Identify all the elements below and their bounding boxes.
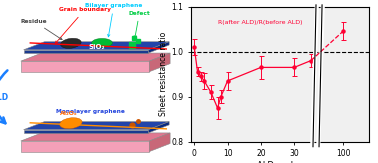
Polygon shape bbox=[23, 50, 148, 53]
Polygon shape bbox=[23, 122, 169, 130]
Text: Monolayer graphene: Monolayer graphene bbox=[56, 109, 125, 114]
Text: ALD: ALD bbox=[0, 93, 9, 102]
Polygon shape bbox=[149, 53, 170, 72]
Text: Bilayer graphene: Bilayer graphene bbox=[85, 3, 143, 37]
X-axis label: ALD cycles: ALD cycles bbox=[257, 161, 302, 163]
Polygon shape bbox=[23, 130, 148, 133]
Polygon shape bbox=[21, 133, 170, 141]
Polygon shape bbox=[21, 61, 149, 72]
Polygon shape bbox=[21, 53, 170, 61]
Ellipse shape bbox=[92, 38, 113, 47]
Polygon shape bbox=[148, 42, 169, 53]
Y-axis label: Sheet resistance ratio: Sheet resistance ratio bbox=[160, 32, 168, 116]
Polygon shape bbox=[21, 141, 149, 152]
Ellipse shape bbox=[60, 118, 82, 129]
Text: Al₂Oₓ: Al₂Oₓ bbox=[60, 111, 78, 116]
Text: Defect: Defect bbox=[129, 11, 150, 38]
Polygon shape bbox=[148, 122, 169, 133]
Text: R(after ALD)/R(before ALD): R(after ALD)/R(before ALD) bbox=[218, 20, 303, 25]
Text: SiO₂: SiO₂ bbox=[88, 44, 105, 50]
Ellipse shape bbox=[60, 38, 81, 48]
Polygon shape bbox=[149, 133, 170, 152]
Text: Grain boundary: Grain boundary bbox=[55, 7, 111, 43]
Polygon shape bbox=[23, 42, 169, 50]
Text: Residue: Residue bbox=[21, 19, 62, 40]
